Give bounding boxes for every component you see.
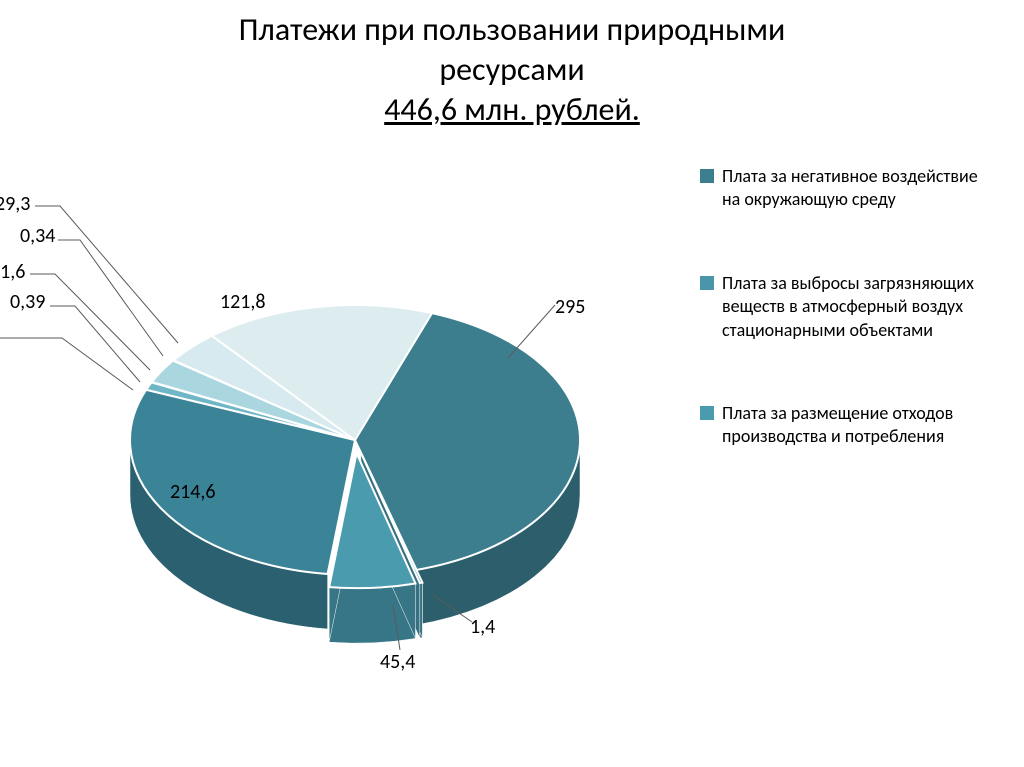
- pie-value-label: 0,39: [10, 290, 45, 314]
- leader-line: [508, 305, 555, 358]
- title-line-2: ресурсами: [439, 50, 584, 89]
- legend-swatch: [700, 406, 714, 420]
- pie-value-label: 21,6: [0, 260, 25, 284]
- pie-chart-svg: [0, 160, 720, 720]
- pie-value-label: 45,4: [380, 650, 415, 674]
- pie-value-label: 121,8: [220, 290, 266, 314]
- legend-item: Плата за размещение отходов производства…: [700, 402, 1000, 449]
- legend-label: Плата за размещение отходов производства…: [722, 402, 1000, 449]
- leader-line: [50, 306, 140, 382]
- leader-line: [35, 206, 178, 343]
- legend-swatch: [700, 169, 714, 183]
- leader-line: [30, 274, 150, 370]
- leader-line: [58, 240, 163, 356]
- pie-value-label: 29,3: [0, 192, 30, 216]
- title-line-1: Платежи при пользовании природными: [239, 10, 786, 49]
- chart-title: Платежи при пользовании природными ресур…: [0, 0, 1024, 130]
- pie-value-label: 1,4: [470, 615, 495, 639]
- pie-value-label: 295: [555, 295, 585, 319]
- legend-label: Плата за негативное воздействие на окруж…: [722, 165, 1000, 212]
- pie-value-label: 0,34: [20, 224, 55, 248]
- title-line-3: 446,6 млн. рублей.: [384, 90, 640, 129]
- chart-legend: Плата за негативное воздействие на окруж…: [700, 165, 1000, 509]
- legend-item: Плата за выбросы загрязняющих веществ в …: [700, 272, 1000, 342]
- legend-swatch: [700, 276, 714, 290]
- pie-chart: 2951,445,4214,670,3921,60,3429,3121,8: [0, 160, 720, 720]
- leader-line: [0, 338, 133, 390]
- pie-value-label: 214,6: [170, 480, 216, 504]
- legend-label: Плата за выбросы загрязняющих веществ в …: [722, 272, 1000, 342]
- legend-item: Плата за негативное воздействие на окруж…: [700, 165, 1000, 212]
